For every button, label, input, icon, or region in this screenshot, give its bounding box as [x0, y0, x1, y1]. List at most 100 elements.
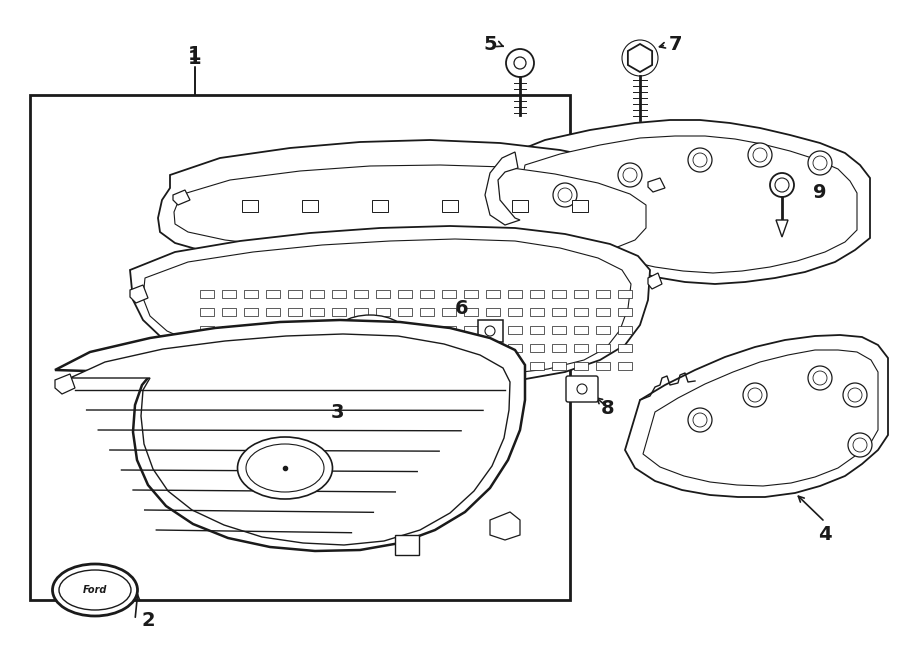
Bar [530, 362, 544, 370]
Bar [200, 290, 214, 298]
Bar [288, 362, 302, 370]
Circle shape [743, 383, 767, 407]
Polygon shape [174, 165, 646, 259]
Bar [244, 308, 258, 316]
Bar [442, 326, 456, 334]
Bar [486, 290, 500, 298]
Bar [244, 326, 258, 334]
Bar [508, 344, 522, 352]
Bar [332, 326, 346, 334]
Bar [574, 326, 588, 334]
Circle shape [558, 188, 572, 202]
Bar [552, 290, 566, 298]
Bar [200, 344, 214, 352]
Polygon shape [173, 190, 190, 205]
Polygon shape [485, 152, 520, 225]
Polygon shape [490, 512, 520, 540]
Bar [332, 308, 346, 316]
Bar [618, 308, 632, 316]
Ellipse shape [246, 444, 324, 492]
Polygon shape [143, 239, 631, 376]
Bar [200, 362, 214, 370]
Bar [572, 200, 588, 212]
Bar [376, 344, 390, 352]
Polygon shape [70, 334, 510, 545]
Ellipse shape [59, 570, 131, 610]
Bar [574, 362, 588, 370]
Bar [464, 362, 478, 370]
Bar [398, 344, 412, 352]
Bar [420, 362, 434, 370]
Text: 9: 9 [814, 182, 827, 202]
Bar [244, 290, 258, 298]
Bar [266, 326, 280, 334]
Bar [332, 344, 346, 352]
Circle shape [808, 366, 832, 390]
Circle shape [775, 178, 789, 192]
Circle shape [813, 371, 827, 385]
Bar [398, 362, 412, 370]
Circle shape [310, 390, 326, 406]
Circle shape [843, 383, 867, 407]
Bar [200, 308, 214, 316]
Bar [618, 344, 632, 352]
Circle shape [577, 384, 587, 394]
Circle shape [748, 388, 762, 402]
Bar [530, 290, 544, 298]
Polygon shape [648, 273, 662, 289]
Bar [618, 362, 632, 370]
Bar [420, 344, 434, 352]
Circle shape [693, 413, 707, 427]
Bar [376, 290, 390, 298]
Bar [596, 308, 610, 316]
Bar [222, 344, 236, 352]
Bar [288, 308, 302, 316]
Bar [596, 362, 610, 370]
Circle shape [553, 183, 577, 207]
Circle shape [514, 57, 526, 69]
Ellipse shape [52, 564, 138, 616]
Bar [442, 290, 456, 298]
Circle shape [688, 148, 712, 172]
Polygon shape [776, 220, 788, 237]
Circle shape [808, 151, 832, 175]
Bar [288, 290, 302, 298]
Bar [618, 290, 632, 298]
Bar [442, 308, 456, 316]
Bar [332, 362, 346, 370]
Bar [530, 308, 544, 316]
Bar [574, 344, 588, 352]
Bar [464, 326, 478, 334]
Bar [310, 290, 324, 298]
Circle shape [688, 408, 712, 432]
Bar [486, 344, 500, 352]
Text: 2: 2 [141, 611, 155, 629]
Bar [288, 344, 302, 352]
Polygon shape [628, 44, 652, 72]
Text: 5: 5 [483, 36, 497, 54]
Bar [508, 308, 522, 316]
Circle shape [618, 163, 642, 187]
Bar [376, 326, 390, 334]
Bar [508, 326, 522, 334]
Circle shape [848, 388, 862, 402]
FancyBboxPatch shape [566, 376, 598, 402]
Bar [596, 290, 610, 298]
Bar [266, 362, 280, 370]
Polygon shape [505, 120, 870, 284]
Bar [420, 290, 434, 298]
Bar [530, 344, 544, 352]
Bar [596, 326, 610, 334]
Polygon shape [55, 320, 525, 551]
Bar [464, 290, 478, 298]
Polygon shape [130, 285, 148, 303]
Bar [332, 290, 346, 298]
Bar [372, 200, 388, 212]
Bar [302, 200, 318, 212]
Text: 8: 8 [601, 399, 615, 418]
Bar [354, 326, 368, 334]
Bar [266, 308, 280, 316]
Bar [398, 326, 412, 334]
Bar [222, 290, 236, 298]
Polygon shape [55, 374, 75, 394]
